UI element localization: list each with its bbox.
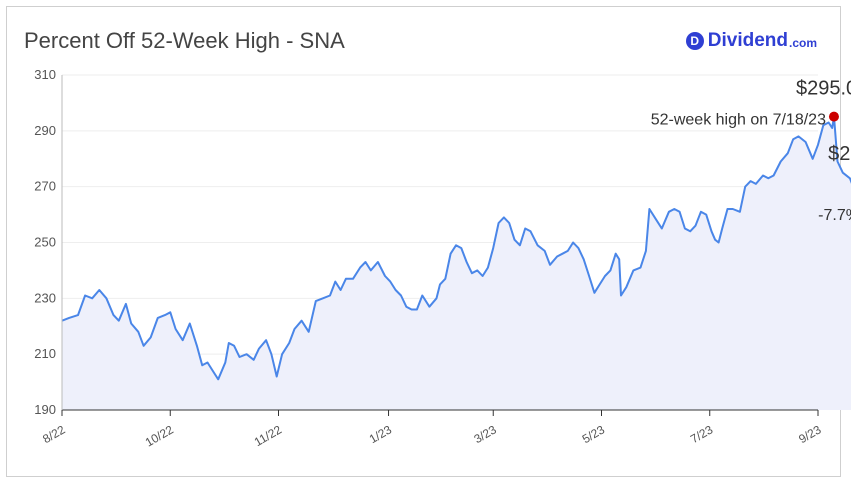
y-tick-label: 230 <box>34 290 56 305</box>
axes <box>61 75 818 411</box>
y-tick-label: 310 <box>34 67 56 82</box>
off-high-label: -7.7% off hi <box>818 207 851 224</box>
logo-tld: .com <box>788 36 817 50</box>
x-tick-label: 9/23 <box>796 422 824 446</box>
x-axis-ticks: 8/22 10/22 11/22 1/23 3/23 5/23 7/23 9/23 <box>40 410 824 450</box>
current-value-label: $272.44 <box>828 143 851 165</box>
price-area <box>62 116 851 410</box>
y-axis-ticks: 190 210 230 250 270 290 310 <box>34 67 56 417</box>
chart-title: Percent Off 52-Week High - SNA <box>24 28 345 53</box>
dividend-logo[interactable]: D Dividend .com <box>685 30 817 52</box>
x-tick-label: 8/22 <box>40 422 68 446</box>
x-tick-label: 7/23 <box>688 422 716 446</box>
dividend-logo-icon: D <box>685 32 704 50</box>
price-line <box>61 115 851 381</box>
y-tick-label: 270 <box>34 179 56 194</box>
x-tick-label: 5/23 <box>580 422 608 446</box>
annotations: $295.09 52-week high on 7/18/23$272.44 -7.… <box>651 78 851 224</box>
x-tick-label: 11/22 <box>252 422 285 449</box>
high-marker <box>828 111 839 122</box>
y-tick-label: 190 <box>34 402 56 417</box>
x-tick-label: 10/22 <box>143 422 176 449</box>
y-tick-label: 290 <box>34 123 56 138</box>
y-tick-label: 210 <box>34 346 56 361</box>
y-tick-label: 250 <box>34 235 56 250</box>
logo-name: Dividend <box>707 30 788 51</box>
high-date-label: 52-week high on 7/18/23 <box>651 112 826 129</box>
x-tick-label: 3/23 <box>472 422 500 446</box>
x-tick-label: 1/23 <box>367 422 395 446</box>
high-value-label: $295.09 <box>796 78 851 100</box>
